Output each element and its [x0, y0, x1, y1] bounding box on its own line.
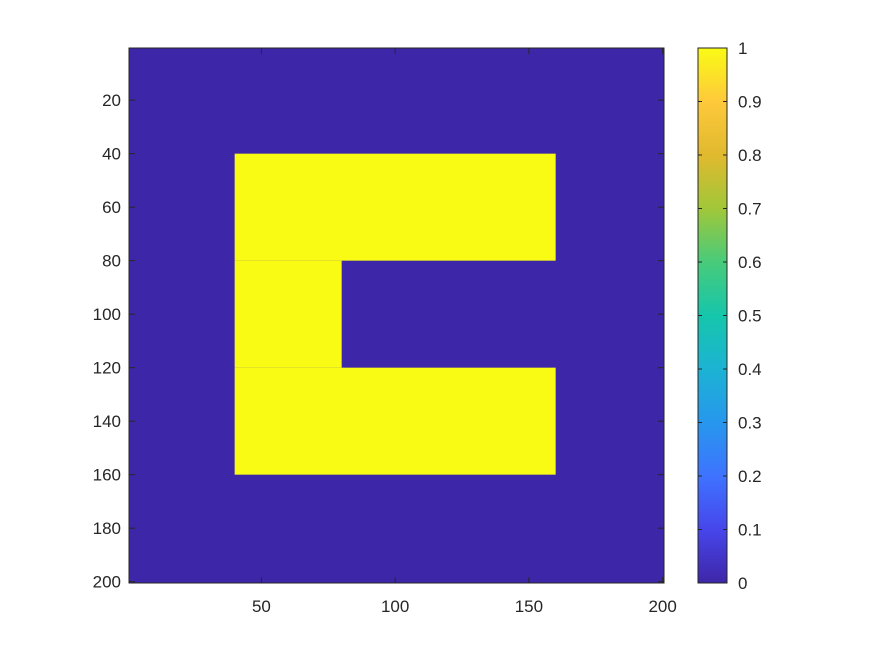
x-tick-label: 150 [515, 597, 543, 616]
y-tick-label: 100 [93, 305, 121, 324]
y-tick-label: 160 [93, 466, 121, 485]
x-tick-label: 50 [252, 597, 271, 616]
y-tick-label: 140 [93, 412, 121, 431]
colorbar-tick-label: 0 [738, 574, 747, 593]
colorbar-tick-label: 0.1 [738, 521, 762, 540]
colorbar-tick-label: 0.7 [738, 200, 762, 219]
heatmap-region-1 [234, 153, 556, 261]
y-tick-label: 180 [93, 519, 121, 538]
heatmap-region-2 [234, 260, 342, 368]
plot-area [128, 47, 665, 584]
y-axis: 20 40 60 80 100 120 140 160 180 200 [93, 91, 664, 592]
heatmap-background [129, 48, 664, 583]
colorbar-tick-label: 0.4 [738, 360, 762, 379]
colorbar-tick-label: 0.9 [738, 93, 762, 112]
x-tick-label: 200 [648, 597, 676, 616]
y-tick-label: 200 [93, 573, 121, 592]
colorbar-tick-label: 0.6 [738, 253, 762, 272]
colorbar-tick-label: 0.3 [738, 414, 762, 433]
colorbar-tick-label: 0.2 [738, 467, 762, 486]
colorbar: 0 0.1 0.2 0.3 0.4 0.5 0.6 0.7 0.8 0.9 1 [697, 39, 762, 593]
y-tick-label: 40 [102, 145, 121, 164]
colorbar-tick-label: 1 [738, 39, 747, 58]
y-tick-label: 80 [102, 252, 121, 271]
y-tick-label: 60 [102, 198, 121, 217]
colorbar-tick-label: 0.8 [738, 146, 762, 165]
y-tick-label: 20 [102, 91, 121, 110]
colorbar-tick-label: 0.5 [738, 307, 762, 326]
colorbar-gradient [698, 48, 727, 583]
plot-frame [128, 47, 665, 584]
y-tick-label: 120 [93, 359, 121, 378]
heatmap-region-3 [234, 367, 556, 475]
x-tick-label: 100 [381, 597, 409, 616]
